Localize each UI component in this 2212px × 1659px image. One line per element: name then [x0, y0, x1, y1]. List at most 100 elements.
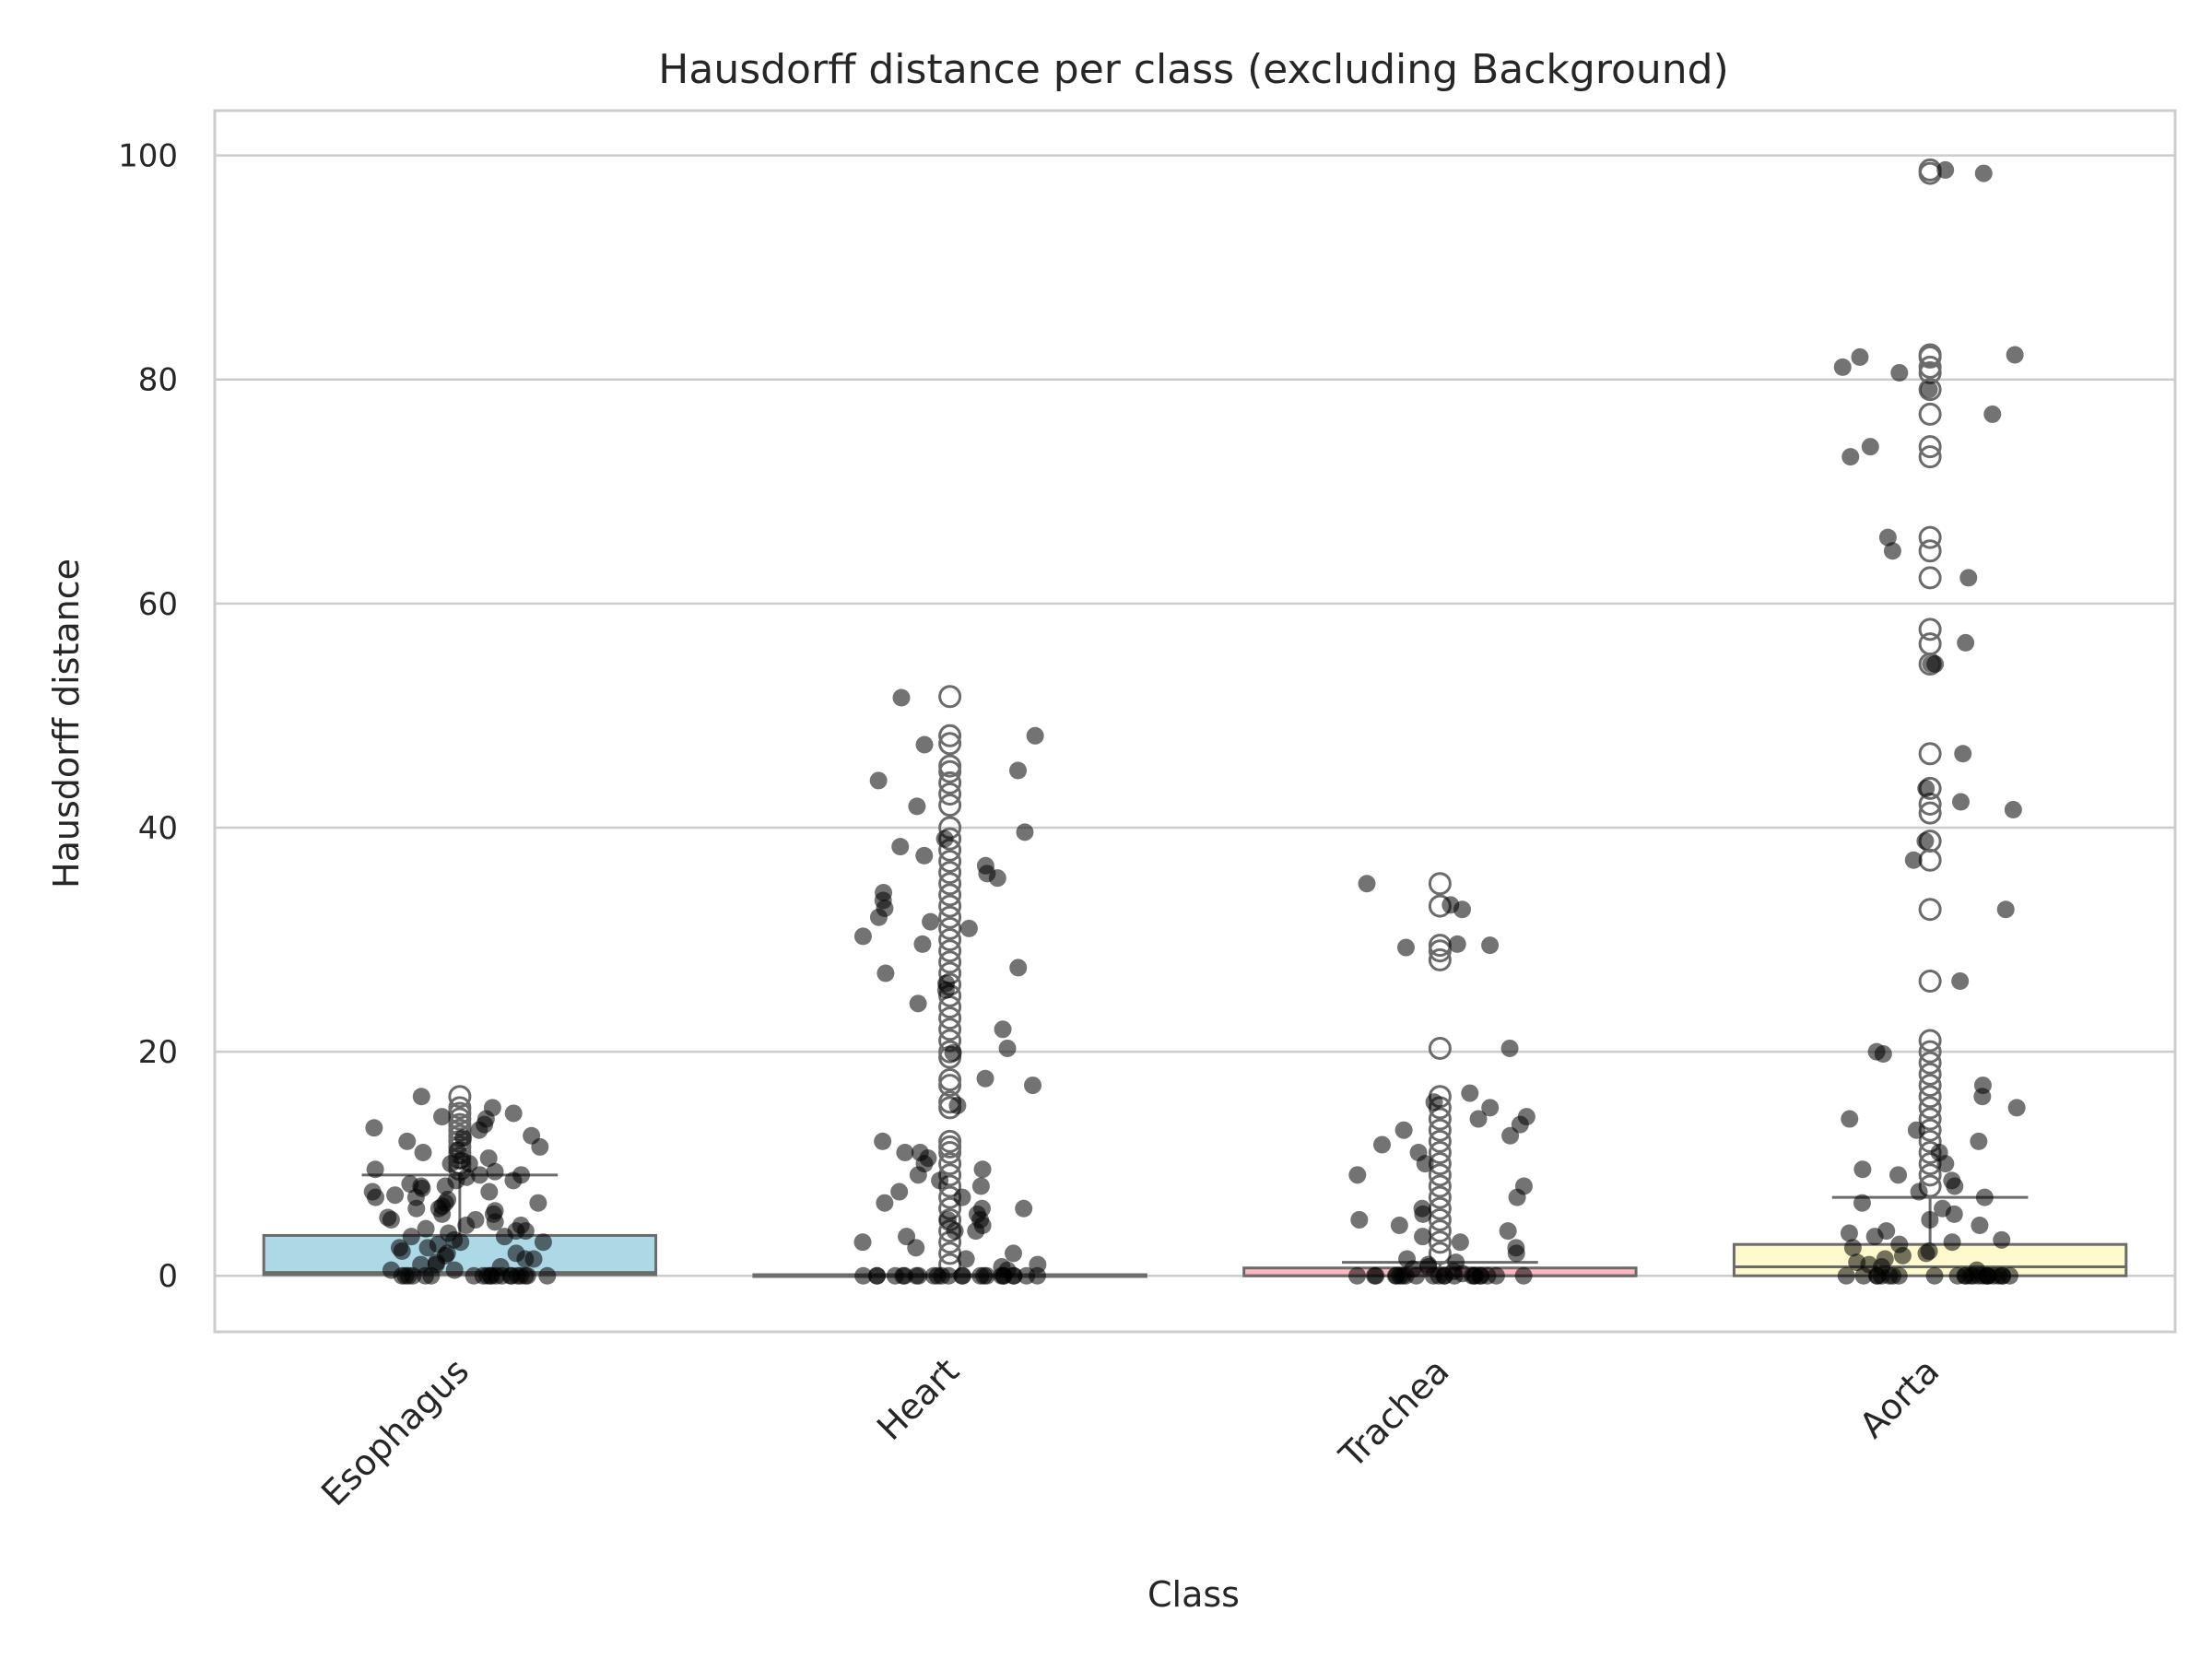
flier [1918, 1029, 1942, 1053]
data-point [978, 1266, 996, 1285]
data-point [1934, 1199, 1952, 1218]
data-point [1951, 793, 1970, 811]
flier [938, 794, 962, 818]
data-point [910, 1266, 928, 1285]
data-point [876, 1194, 894, 1212]
data-point [1396, 938, 1415, 957]
flier [1918, 1085, 1942, 1109]
data-point [445, 1261, 464, 1279]
data-point [1957, 633, 1975, 652]
data-point [957, 1250, 975, 1268]
y-tick-label: 0 [158, 1258, 178, 1295]
data-point [440, 1224, 458, 1242]
data-point [1514, 1266, 1533, 1285]
flier [938, 849, 962, 873]
data-point [366, 1160, 384, 1179]
chart-title: Hausdorff distance per class (excluding … [658, 46, 1728, 93]
data-point [1448, 935, 1466, 953]
data-point [1890, 363, 1909, 382]
data-point [1841, 448, 1860, 466]
data-point [908, 797, 926, 816]
flier [938, 754, 962, 778]
data-point [1501, 1126, 1520, 1145]
data-point [504, 1104, 523, 1123]
data-point [1390, 1217, 1408, 1235]
flier [938, 759, 962, 783]
data-point [2004, 801, 2022, 819]
flier [1918, 566, 1942, 590]
flier [1428, 1163, 1452, 1187]
data-point [1348, 1266, 1367, 1285]
flier [1428, 1174, 1452, 1198]
flier [938, 1067, 962, 1091]
data-point [944, 1043, 962, 1062]
data-point [1481, 1099, 1500, 1117]
flier [938, 939, 962, 963]
flier [938, 872, 962, 896]
data-point [382, 1261, 400, 1279]
flier [1918, 1062, 1942, 1086]
y-tick-label: 40 [138, 810, 178, 847]
flier [938, 724, 962, 747]
data-point [483, 1099, 501, 1117]
flier [938, 1152, 962, 1176]
flier [1428, 1219, 1452, 1243]
data-point [1943, 1171, 1961, 1190]
data-point [1853, 1194, 1871, 1212]
data-point [1936, 160, 1955, 179]
data-point [973, 1199, 992, 1218]
flier [1918, 898, 1942, 922]
data-point [915, 735, 934, 754]
data-point [877, 964, 895, 982]
data-point [1478, 1266, 1497, 1285]
flier [1428, 947, 1452, 971]
flier [1918, 445, 1942, 469]
data-point [1507, 1239, 1525, 1257]
flier [448, 1085, 472, 1109]
data-point [915, 846, 934, 865]
data-point [1350, 1210, 1369, 1229]
flier [1918, 970, 1942, 994]
data-point [1009, 959, 1028, 977]
data-point [363, 1182, 382, 1201]
flier [1918, 343, 1942, 367]
data-point [1993, 1230, 2011, 1249]
flier [1428, 939, 1452, 963]
data-point [454, 1129, 473, 1147]
data-point [399, 1266, 418, 1285]
data-point [854, 1266, 873, 1285]
flier [1428, 1129, 1452, 1153]
flier [1428, 1107, 1452, 1131]
flier [938, 1141, 962, 1165]
data-point [1920, 381, 1938, 399]
data-point [1921, 1210, 1939, 1229]
data-point [1409, 1144, 1428, 1162]
data-point [909, 994, 927, 1013]
data-point [414, 1144, 432, 1162]
flier [1428, 1118, 1452, 1142]
data-point [402, 1228, 420, 1246]
flier [1918, 1107, 1942, 1131]
data-point [898, 1228, 916, 1246]
data-point [931, 1171, 949, 1190]
data-point [874, 1132, 892, 1150]
data-point [390, 1239, 408, 1257]
flier [1428, 1230, 1452, 1254]
data-point [1883, 542, 1901, 560]
flier [1918, 1040, 1942, 1064]
data-point [1441, 896, 1460, 914]
data-point [976, 856, 994, 875]
data-point [1975, 1188, 1994, 1206]
flier [938, 782, 962, 806]
data-point [1951, 972, 1970, 991]
flier [1918, 1074, 1942, 1098]
data-point [1916, 832, 1935, 851]
data-point [1920, 1241, 1938, 1260]
data-point [1499, 1222, 1517, 1241]
flier [1918, 742, 1942, 766]
flier [1918, 539, 1942, 563]
data-point [1974, 164, 1993, 182]
data-point [1414, 1228, 1432, 1246]
data-point [973, 1160, 992, 1179]
